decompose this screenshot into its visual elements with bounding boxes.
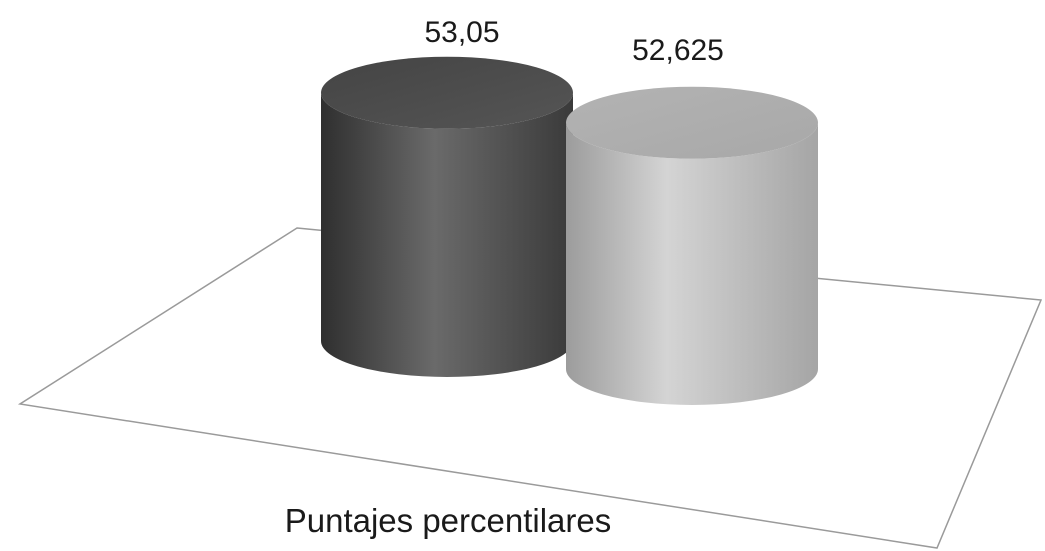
bar-body-2 — [566, 122, 818, 405]
bar-cylinder-1 — [321, 56, 573, 377]
data-label-2: 52,625 — [632, 34, 724, 67]
data-label-1: 53,05 — [424, 16, 499, 49]
bar-cylinder-2 — [566, 86, 818, 405]
bar-top-1 — [321, 56, 573, 129]
bar-body-1 — [321, 92, 573, 377]
bar-top-2 — [566, 86, 818, 159]
category-label: Puntajes percentilares — [285, 502, 612, 539]
bars-group — [321, 56, 818, 405]
labels-group: 53,05 52,625 — [424, 16, 723, 67]
